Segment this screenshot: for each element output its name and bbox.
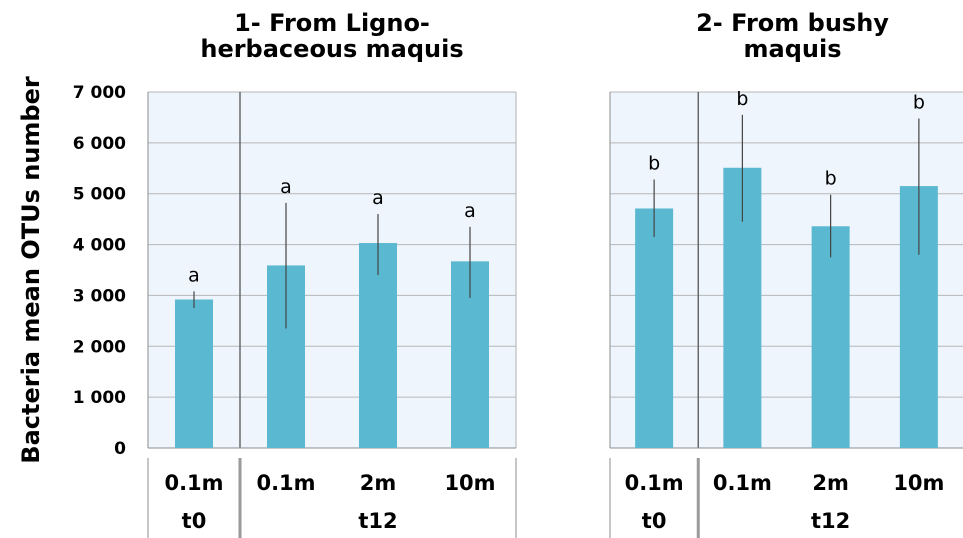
significance-letter: b [648,152,660,174]
x-category-label: 0.1m [713,471,772,495]
y-axis-label: Bacteria mean OTUs number [17,76,45,464]
bar [811,226,850,448]
y-tick-label: 2 000 [73,337,126,357]
x-category-label: 10m [444,471,495,495]
bar [175,299,213,448]
significance-letter: a [280,176,292,198]
x-group-label: t12 [811,509,850,533]
bar [635,208,674,448]
panel-title-line: 2- From bushy [696,9,889,37]
x-category-label: 10m [893,471,944,495]
x-category-label: 0.1m [256,471,315,495]
significance-letter: b [736,88,748,110]
panel-title-line: 1- From Ligno- [234,9,430,37]
y-tick-label: 1 000 [73,388,126,408]
y-tick-label: 0 [114,439,126,459]
y-tick-label: 4 000 [73,236,126,256]
y-tick-label: 5 000 [73,185,126,205]
bar [359,243,397,448]
x-category-label: 0.1m [164,471,223,495]
x-group-label: t12 [358,509,397,533]
panel-title-line: maquis [744,35,842,63]
y-tick-label: 7 000 [73,83,126,103]
significance-letter: a [188,264,200,286]
x-category-label: 0.1m [625,471,684,495]
panel-title-line: herbaceous maquis [200,35,463,63]
significance-letter: a [372,187,384,209]
x-group-label: t0 [642,509,667,533]
significance-letter: b [825,168,837,190]
x-category-label: 2m [812,471,849,495]
x-category-label: 2m [360,471,397,495]
x-group-label: t0 [182,509,207,533]
significance-letter: b [913,91,925,113]
y-tick-label: 6 000 [73,134,126,154]
y-tick-label: 3 000 [73,286,126,306]
significance-letter: a [464,200,476,222]
